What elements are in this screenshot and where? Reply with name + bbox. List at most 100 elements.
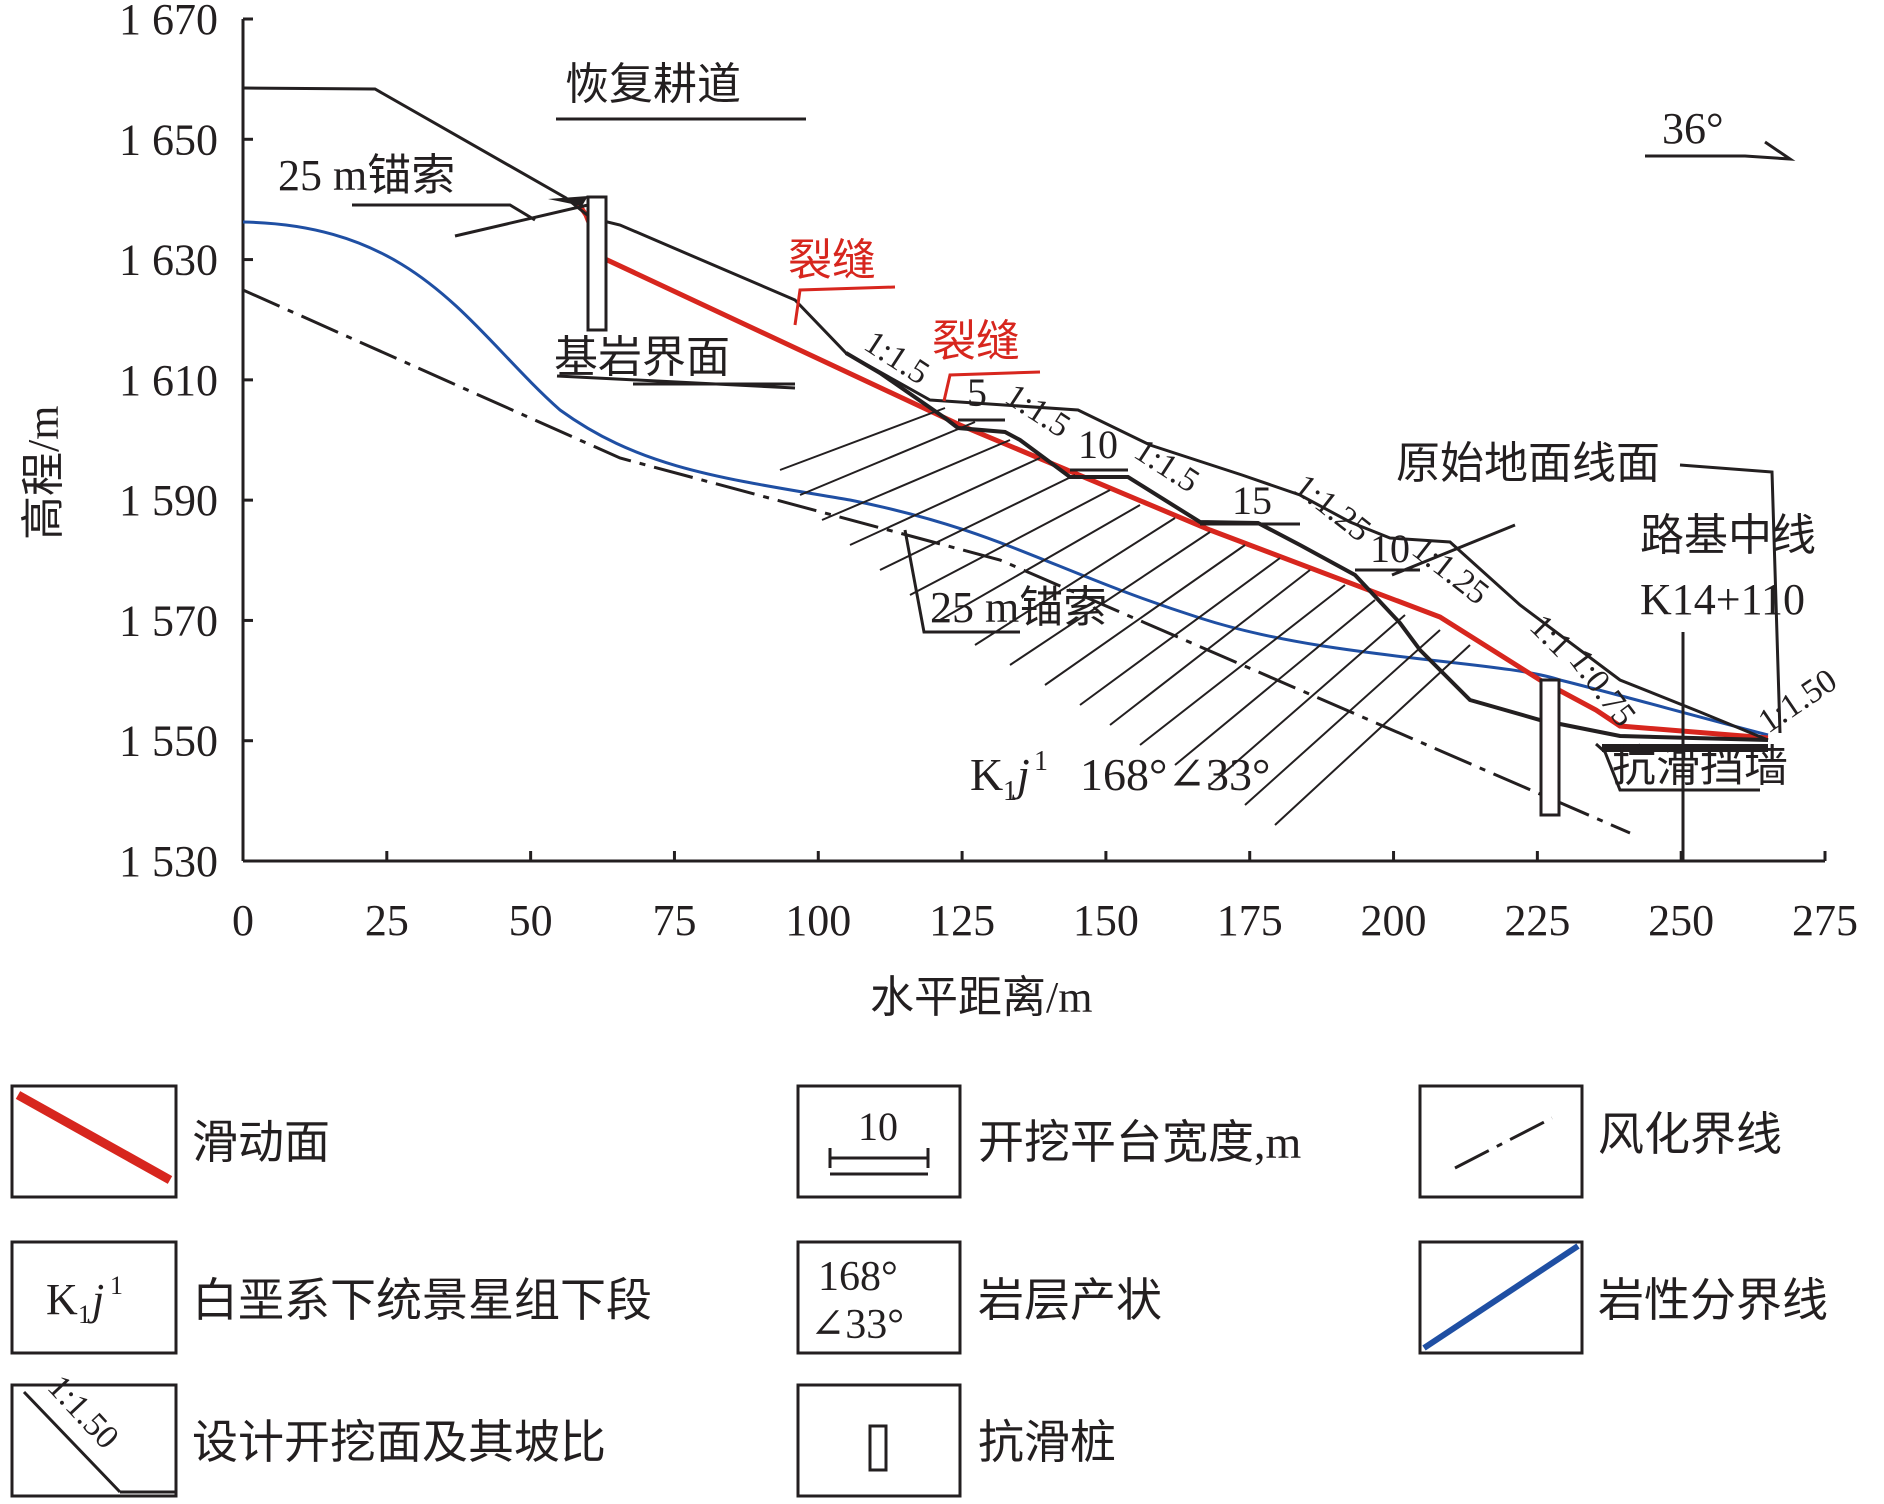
anchor-cable [879,474,1076,571]
anti-slide-pile-top [586,195,608,332]
top-anchor-head [548,196,588,206]
crack-1-label: 裂缝 [788,236,876,285]
dip-angle-symbol [1645,140,1796,161]
platform-markers [958,418,1420,572]
bedrock-interface-label: 基岩界面 [554,333,730,382]
x-tick-label: 250 [1648,896,1714,945]
x-tick-label: 0 [232,896,254,945]
x-tick-label: 175 [1217,896,1283,945]
y-axis-label: 高程/m [19,406,68,540]
legend-sample-attitude-bottom: ∠33° [810,1302,904,1348]
platform-width-2: 10 [1078,422,1118,467]
platform-width-1: 5 [967,370,987,415]
anchor-cable [1174,599,1376,766]
strata-sup: 1 [1034,746,1048,777]
leader-lines [352,117,1782,734]
slope-ratio-4: 1:1.25 [1287,467,1378,549]
legend-item-platform-width: 10 开挖平台宽度,m [796,1084,1302,1199]
anti-slide-retaining-wall [1602,744,1768,752]
anchor-cable [909,489,1111,596]
legend-item-weathering-boundary: 风化界线 [1418,1084,1782,1199]
anchor-cable [1274,644,1471,826]
legend-label-platform-width: 开挖平台宽度,m [978,1117,1302,1168]
anchor-bottom-label: 25 m锚索 [930,583,1107,632]
legend-label-attitude: 岩层产状 [978,1275,1162,1326]
x-tick-label: 150 [1073,896,1139,945]
section-profile [242,86,1796,862]
original-ground-label: 原始地面线面 [1396,439,1660,488]
legend-strata-sub: 1 [78,1300,91,1329]
anchor-cable [1109,569,1311,726]
legend-item-sliding-surface: 滑动面 [10,1084,330,1199]
legend-item-attitude: 168° ∠33° 岩层产状 [796,1240,1162,1355]
anchor-cables [779,407,1471,826]
crack-2-label: 裂缝 [932,317,1020,366]
y-tick-label: 1 530 [119,837,218,886]
legend-label-weathering-boundary: 风化界线 [1598,1109,1782,1160]
legend-item-strata: K 1 j 1 白垩系下统景星组下段 [10,1240,652,1355]
dip-angle-label: 36° [1662,104,1724,153]
legend-sample-attitude-top: 168° [818,1254,898,1300]
legend-item-anti-slide-pile: 抗滑桩 [796,1383,1116,1498]
x-tick-label: 225 [1504,896,1570,945]
legend-strata-main: K [46,1275,78,1324]
anchor-cable [799,421,976,496]
y-tick-label: 1 630 [119,236,218,285]
anchor-cable [939,504,1141,621]
anti-slide-pile-bottom [1539,678,1561,817]
anchor-cable [1079,557,1281,706]
y-tick-label: 1 650 [119,115,218,164]
anchor-top-label: 25 m锚索 [278,151,455,200]
legend-label-anti-slide-pile: 抗滑桩 [978,1417,1116,1468]
legend-label-sliding-surface: 滑动面 [192,1117,330,1168]
slope-ratio-8: 1:1.50 [1752,662,1844,741]
attitude-value: 168°∠33° [1080,749,1270,800]
station-label: K14+110 [1640,575,1805,624]
legend-strata-sup: 1 [110,1271,123,1300]
anchor-cable [1009,531,1211,666]
x-tick-label: 100 [785,896,851,945]
crack-leaders [793,285,1041,402]
x-tick-label: 275 [1792,896,1858,945]
restore-road-label: 恢复耕道 [565,60,741,109]
anchor-cable [1244,629,1441,806]
strata-main: K [970,749,1003,800]
legend-sample-platform-width: 10 [858,1104,898,1149]
anchor-cable [849,457,1041,546]
x-tick-label: 25 [365,896,409,945]
legend: 滑动面 10 开挖平台宽度,m 风化界线 K 1 j 1 白垩系下统景星组下段 [10,1084,1828,1498]
x-axis-label: 水平距离/m [870,973,1092,1022]
road-centerline-label: 路基中线 [1640,511,1816,560]
anchor-cable [1139,584,1346,746]
platform-width-3: 15 [1232,478,1272,523]
slope-ratio-6: 1:1 [1522,607,1579,664]
strata-sub: 1 [1003,776,1017,807]
y-tick-label: 1 550 [119,717,218,766]
legend-item-excavation-slope: 1:1.50 设计开挖面及其坡比 [10,1368,606,1498]
legend-item-lithology-boundary: 岩性分界线 [1418,1240,1828,1355]
y-tick-label: 1 590 [119,476,218,525]
legend-label-strata: 白垩系下统景星组下段 [192,1275,652,1326]
top-anchor-cable [454,203,589,238]
legend-label-lithology-boundary: 岩性分界线 [1598,1275,1828,1326]
slope-ratio-7: 1:0.75 [1562,643,1643,734]
y-tick-label: 1 570 [119,596,218,645]
x-tick-label: 125 [929,896,995,945]
strata-j: j [1012,749,1030,800]
retaining-wall-label: 抗滑挡墙 [1612,742,1788,791]
anchor-cable [974,517,1176,646]
legend-strata-j: j [87,1275,104,1324]
anchor-cable [1044,544,1246,686]
weathering-boundary-line [242,288,1631,835]
y-ticks: 1 670 1 650 1 630 1 610 1 590 1 570 1 550 1 530 [119,0,253,886]
x-tick-label: 75 [652,896,696,945]
platform-width-4: 10 [1370,526,1410,571]
slope-ratio-3: 1:1.5 [1128,432,1206,501]
legend-label-excavation-slope: 设计开挖面及其坡比 [192,1417,606,1468]
x-tick-label: 50 [509,896,553,945]
y-tick-label: 1 610 [119,356,218,405]
strata-attitude-label: K 1 j 1 168°∠33° [970,746,1270,807]
anchor-cable [1209,614,1406,786]
